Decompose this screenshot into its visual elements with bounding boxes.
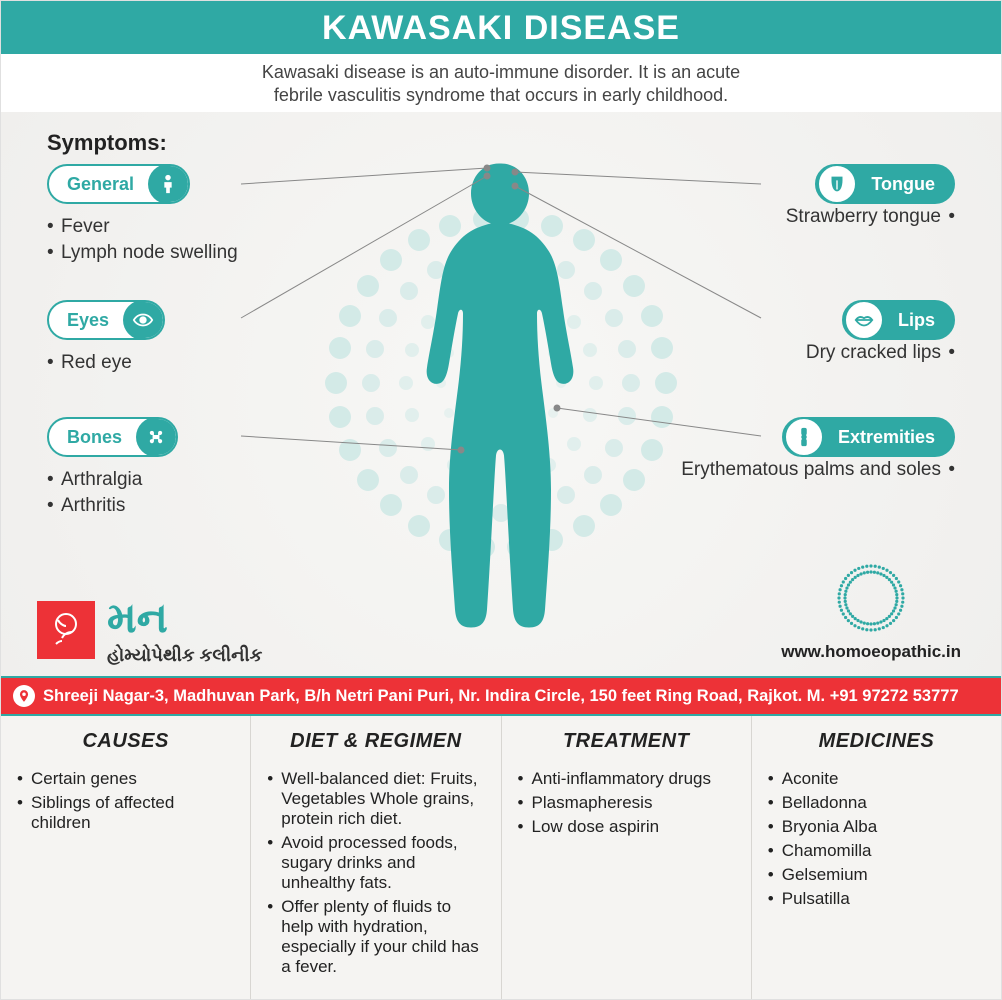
symptom-item: Arthralgia [47,467,327,493]
lips-icon [844,300,884,340]
pill-label: Tongue [871,174,935,195]
person-icon [148,164,188,204]
body-silhouette [391,158,611,653]
list-item: Plasmapheresis [518,791,735,815]
list-item: Avoid processed foods, sugary drinks and… [267,831,484,895]
symptom-item: Lymph node swelling [47,240,327,266]
col-title: MEDICINES [768,730,985,753]
page: KAWASAKI DISEASE Kawasaki disease is an … [0,0,1002,1000]
clinic-logo-text: મન [107,594,262,643]
symptoms-panel: Symptoms: General [1,112,1001,676]
symptom-lips: Lips Dry cracked lips [675,300,955,366]
symptom-list: Dry cracked lips [675,340,955,366]
page-title: KAWASAKI DISEASE [1,1,1001,54]
symptom-list: Strawberry tongue [675,204,955,230]
col-title: CAUSES [17,730,234,753]
list-item: Certain genes [17,767,234,791]
pill-general: General [47,164,190,204]
joint-icon [784,417,824,457]
location-pin-icon [13,685,35,707]
list-item: Gelsemium [768,863,985,887]
pill-eyes: Eyes [47,300,165,340]
col-medicines: MEDICINES Aconite Belladonna Bryonia Alb… [752,716,1001,999]
col-diet: DIET & REGIMEN Well-balanced diet: Fruit… [251,716,501,999]
symptom-item: Dry cracked lips [675,340,955,366]
symptom-general: General Fever Lymph node swelling [47,164,327,266]
symptom-item: Red eye [47,350,327,376]
col-causes: CAUSES Certain genes Siblings of affecte… [1,716,251,999]
clinic-website: www.homoeopathic.in [781,558,961,662]
symptom-list: Red eye [47,350,327,376]
list-item: Belladonna [768,791,985,815]
symptom-eyes: Eyes Red eye [47,300,327,376]
address-bar: Shreeji Nagar-3, Madhuvan Park, B/h Netr… [1,676,1001,716]
clinic-logo-icon [37,601,95,659]
clinic-logo: મન હોમ્યોપેથીક કલીનીક [37,594,262,666]
symptom-list: Arthralgia Arthritis [47,467,327,519]
col-title: DIET & REGIMEN [267,730,484,753]
eye-icon [123,300,163,340]
symptom-item: Fever [47,214,327,240]
list-item: Anti-inflammatory drugs [518,767,735,791]
symptom-item: Arthritis [47,493,327,519]
info-columns: CAUSES Certain genes Siblings of affecte… [1,716,1001,999]
list-item: Pulsatilla [768,887,985,911]
symptom-bones: Bones Arthralgia Arthritis [47,417,327,519]
list-item: Chamomilla [768,839,985,863]
list-item: Siblings of affected children [17,791,234,835]
pill-bones: Bones [47,417,178,457]
symptom-list: Erythematous palms and soles [675,457,955,483]
address-text: Shreeji Nagar-3, Madhuvan Park, B/h Netr… [43,687,959,706]
bone-icon [136,417,176,457]
col-treatment: TREATMENT Anti-inflammatory drugs Plasma… [502,716,752,999]
tongue-icon [817,164,857,204]
pill-extremities: Extremities [782,417,955,457]
symptoms-heading: Symptoms: [47,130,167,156]
pill-label: Bones [67,427,122,448]
symptom-item: Erythematous palms and soles [675,457,955,483]
symptom-list: Fever Lymph node swelling [47,214,327,266]
pill-lips: Lips [842,300,955,340]
col-title: TREATMENT [518,730,735,753]
pill-label: Eyes [67,310,109,331]
pill-label: Extremities [838,427,935,448]
list-item: Bryonia Alba [768,815,985,839]
symptom-item: Strawberry tongue [675,204,955,230]
list-item: Low dose aspirin [518,815,735,839]
list-item: Aconite [768,767,985,791]
symptom-extremities: Extremities Erythematous palms and soles [675,417,955,483]
website-url: www.homoeopathic.in [781,642,961,662]
clinic-logo-sub: હોમ્યોપેથીક કલીનીક [107,645,262,666]
pill-label: Lips [898,310,935,331]
list-item: Well-balanced diet: Fruits, Vegetables W… [267,767,484,831]
pill-label: General [67,174,134,195]
page-subtitle-1: Kawasaki disease is an auto-immune disor… [1,54,1001,85]
list-item: Offer plenty of fluids to help with hydr… [267,895,484,979]
pill-tongue: Tongue [815,164,955,204]
symptom-tongue: Tongue Strawberry tongue [675,164,955,230]
ring-icon [831,558,911,638]
page-subtitle-2: febrile vasculitis syndrome that occurs … [1,85,1001,112]
